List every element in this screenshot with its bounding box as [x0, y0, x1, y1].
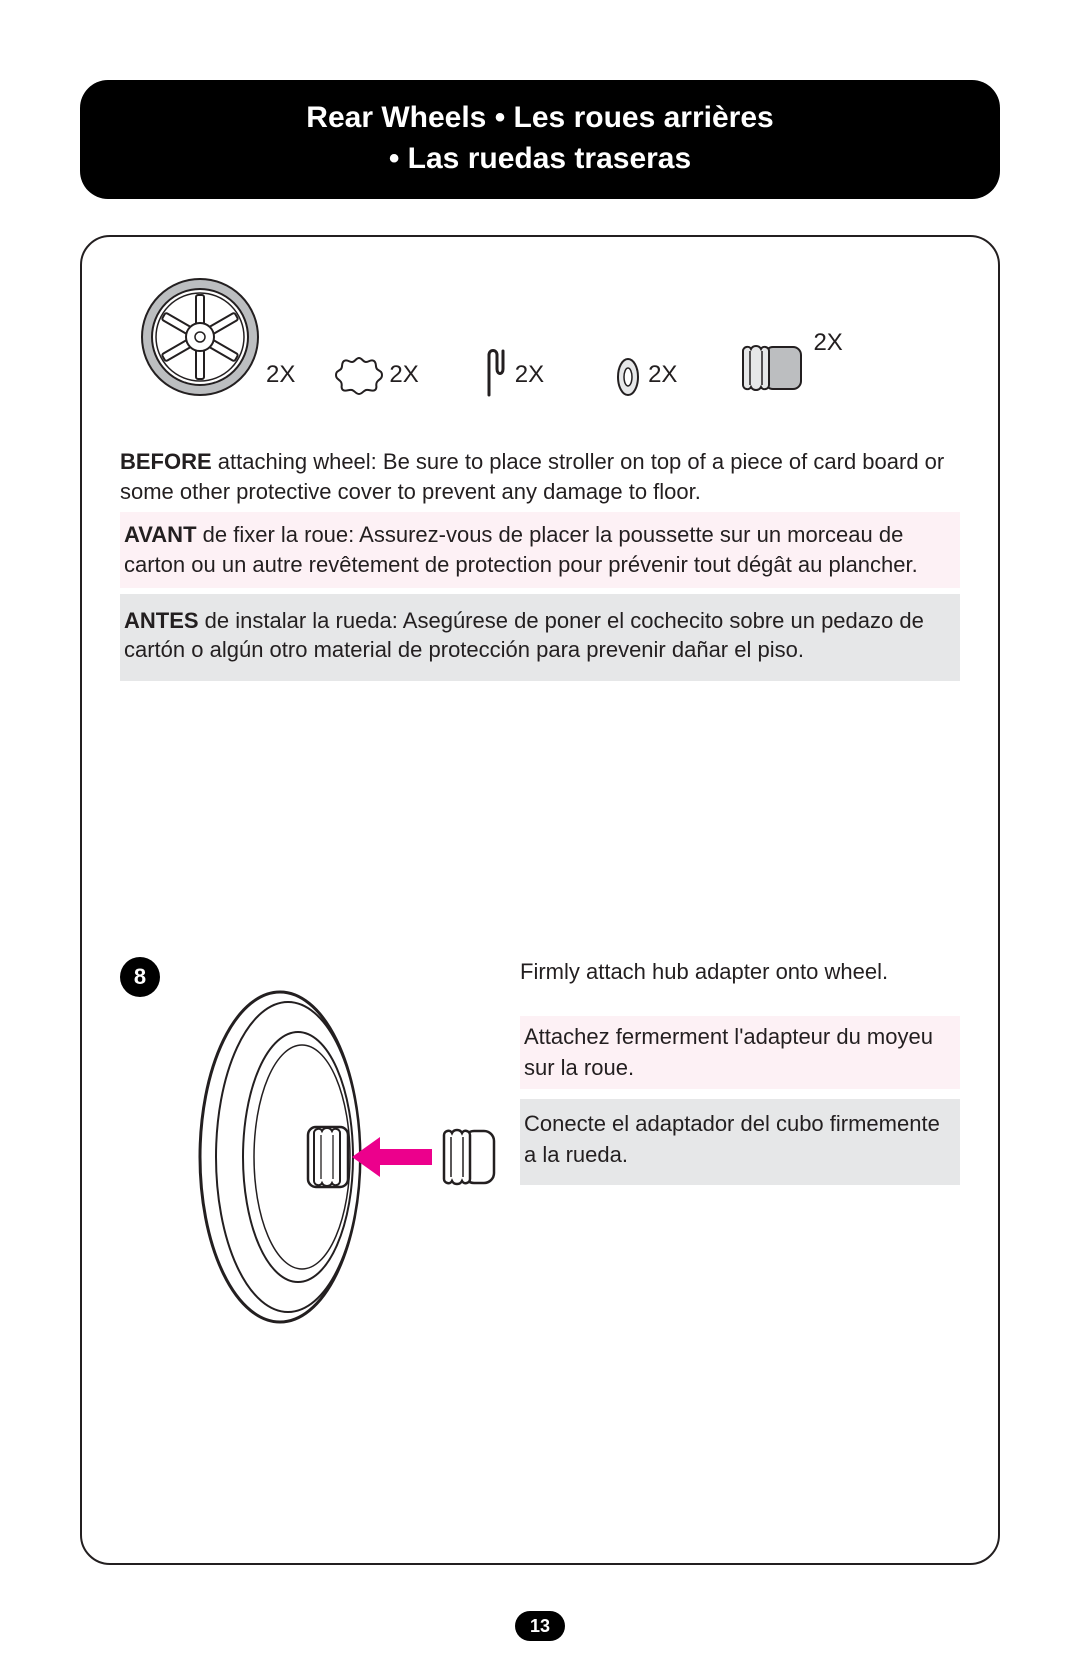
instr-es: Conecte el adaptador del cubo firmemente…	[520, 1099, 960, 1185]
note-fr: AVANT de fixer la roue: Assurez-vous de …	[120, 512, 960, 587]
note-es-bold: ANTES	[124, 608, 199, 633]
instr-fr: Attachez fermerment l'adapteur du moyeu …	[520, 1016, 960, 1090]
part-washer: 2X	[614, 357, 677, 397]
part-pin: 2X	[479, 345, 544, 397]
note-fr-bold: AVANT	[124, 522, 197, 547]
content-panel: 2X 2X 2X 2X	[80, 235, 1000, 1565]
header-line1: Rear Wheels • Les roues arrières	[306, 101, 773, 134]
parts-list: 2X 2X 2X 2X	[120, 277, 960, 397]
pin-icon	[479, 345, 509, 397]
page-number: 13	[515, 1611, 565, 1641]
step-diagram	[170, 977, 510, 1337]
wheel-assembly-icon	[170, 977, 510, 1337]
note-en-bold: BEFORE	[120, 449, 212, 474]
header-line2: • Las ruedas traseras	[120, 139, 960, 180]
instr-en: Firmly attach hub adapter onto wheel.	[520, 957, 960, 988]
part-wheel: 2X	[140, 277, 295, 397]
note-en: BEFORE attaching wheel: Be sure to place…	[120, 447, 960, 506]
hub-adapter-icon	[737, 337, 807, 397]
star-retainer-icon	[335, 355, 383, 397]
note-fr-text: de fixer la roue: Assurez-vous de placer…	[124, 522, 918, 577]
note-es-text: de instalar la rueda: Asegúrese de poner…	[124, 608, 924, 663]
note-es: ANTES de instalar la rueda: Asegúrese de…	[120, 594, 960, 681]
wheel-qty: 2X	[266, 361, 295, 389]
part-adapter: 2X	[737, 329, 842, 397]
washer-qty: 2X	[648, 361, 677, 389]
washer-icon	[614, 357, 642, 397]
step-number-badge: 8	[120, 957, 160, 997]
pin-qty: 2X	[515, 361, 544, 389]
star-qty: 2X	[389, 361, 418, 389]
adapter-qty: 2X	[813, 329, 842, 357]
part-star-retainer: 2X	[335, 355, 418, 397]
section-header: Rear Wheels • Les roues arrières • Las r…	[80, 80, 1000, 199]
note-en-text: attaching wheel: Be sure to place stroll…	[120, 449, 944, 504]
step-8: 8	[120, 957, 960, 1337]
wheel-icon	[140, 277, 260, 397]
step-instructions: Firmly attach hub adapter onto wheel. At…	[510, 957, 960, 1185]
